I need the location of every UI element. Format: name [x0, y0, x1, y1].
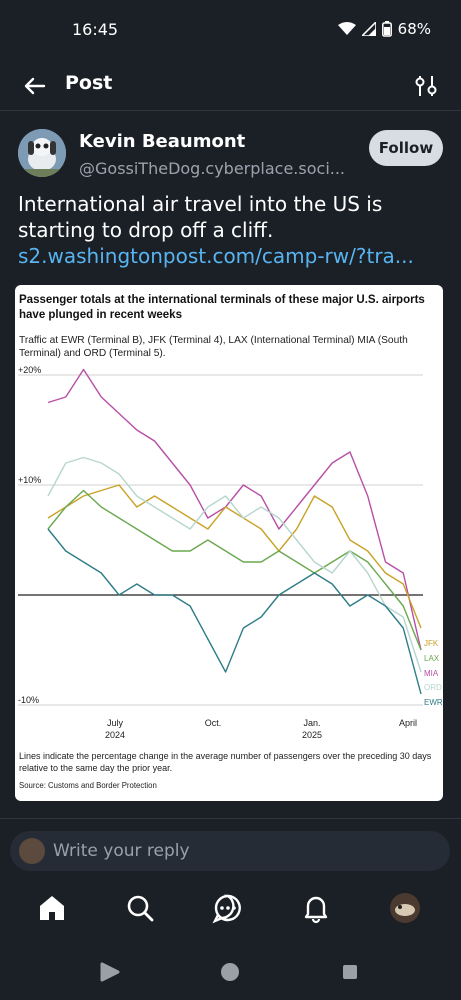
search-icon[interactable]	[124, 892, 156, 924]
reply-bar: Write your reply	[0, 818, 461, 879]
series-line-jfk	[47, 484, 422, 629]
x-tick-year: 2024	[105, 730, 125, 740]
series-line-lax	[47, 489, 422, 651]
y-tick-label: +10%	[18, 475, 41, 485]
profile-avatar[interactable]	[389, 892, 421, 924]
post-body: International air travel into the US is …	[18, 191, 448, 269]
avatar-image	[18, 129, 66, 177]
x-tick-label: July	[107, 718, 124, 728]
bell-icon[interactable]	[300, 892, 332, 924]
wifi-icon	[337, 22, 356, 35]
home-icon[interactable]	[36, 892, 68, 924]
x-tick-label: April	[399, 718, 417, 728]
series-line-ord	[47, 456, 422, 673]
author-name[interactable]: Kevin Beaumont	[79, 131, 246, 152]
reply-avatar	[19, 838, 45, 864]
x-tick-year: 2025	[302, 730, 322, 740]
chart-note: Lines indicate the percentage change in …	[19, 751, 432, 773]
back-arrow-icon[interactable]	[18, 70, 50, 102]
x-tick-label: Jan.	[303, 718, 320, 728]
reply-placeholder: Write your reply	[53, 841, 190, 861]
y-tick-label: -10%	[18, 695, 39, 705]
follow-button[interactable]: Follow	[369, 130, 443, 166]
avatar[interactable]	[18, 129, 66, 177]
system-nav	[100, 962, 357, 982]
battery-icon	[381, 21, 392, 37]
series-label-ord: ORD	[424, 683, 442, 692]
bottom-nav	[0, 878, 461, 940]
reply-input[interactable]: Write your reply	[10, 831, 450, 871]
signal-icon	[361, 22, 376, 36]
system-back-button[interactable]	[100, 962, 120, 982]
filter-icon[interactable]	[411, 71, 441, 101]
post-text: International air travel into the US is …	[18, 192, 383, 242]
chart-card[interactable]: Passenger totals at the international te…	[15, 285, 443, 801]
post-link[interactable]: s2.washingtonpost.com/camp-rw/?tra...	[18, 244, 414, 268]
chart-subtitle: Traffic at EWR (Terminal B), JFK (Termin…	[19, 335, 408, 359]
chart-source: Source: Customs and Border Protection	[19, 781, 157, 790]
status-time: 16:45	[72, 20, 119, 39]
x-tick-label: Oct.	[205, 718, 222, 728]
post-author: Kevin Beaumont @GossiTheDog.cyberplace.s…	[0, 125, 461, 185]
status-bar: 16:45 68%	[0, 0, 461, 60]
series-label-mia: MIA	[424, 669, 439, 678]
page-title: Post	[65, 72, 113, 94]
battery-percent: 68%	[397, 20, 431, 38]
series-line-ewr	[47, 528, 422, 695]
topbar: Post	[0, 60, 461, 111]
line-chart: +20% +10% -10% MIA JFK LAX ORD EWR July 2024 Oct. J…	[18, 365, 443, 740]
author-handle[interactable]: @GossiTheDog.cyberplace.soci...	[79, 159, 346, 178]
series-label-jfk: JFK	[424, 639, 439, 648]
series-line-mia	[47, 368, 422, 651]
system-home-button[interactable]	[221, 963, 239, 981]
status-icons: 68%	[337, 20, 431, 38]
system-recents-button[interactable]	[343, 965, 357, 979]
chat-icon[interactable]	[212, 892, 244, 924]
series-label-lax: LAX	[424, 654, 440, 663]
chart-title: Passenger totals at the international te…	[19, 294, 425, 321]
series-label-ewr: EWR	[424, 698, 443, 707]
y-tick-label: +20%	[18, 365, 41, 375]
